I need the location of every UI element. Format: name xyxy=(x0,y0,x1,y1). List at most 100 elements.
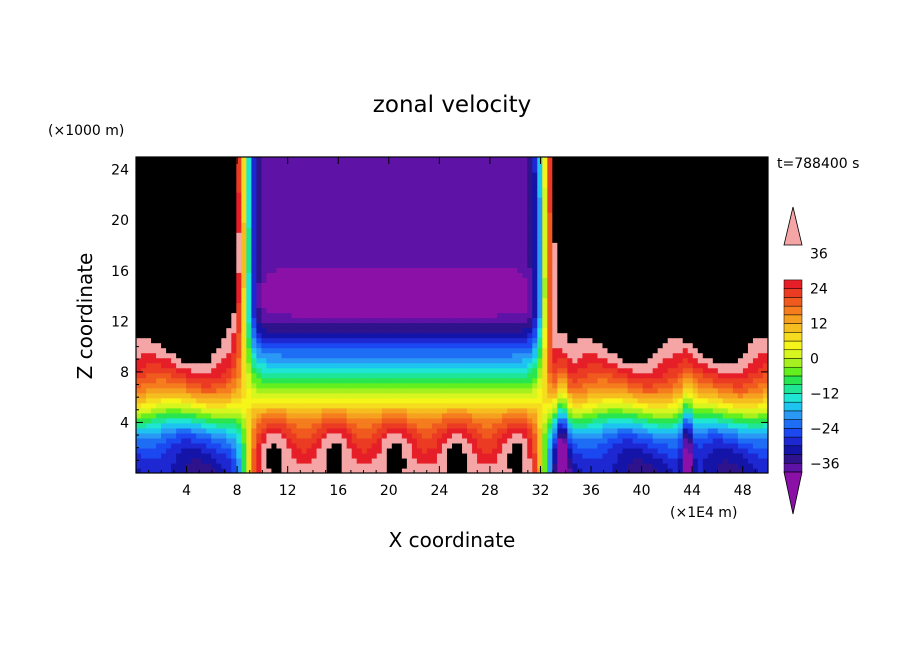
field-cell xyxy=(206,307,212,314)
field-cell xyxy=(762,322,768,329)
field-cell xyxy=(637,452,644,459)
field-cell xyxy=(431,437,438,444)
field-cell xyxy=(492,332,498,339)
field-cell xyxy=(532,277,538,283)
field-cell xyxy=(647,462,654,469)
field-cell xyxy=(622,392,629,399)
field-cell xyxy=(356,452,363,459)
field-cell xyxy=(742,367,749,374)
field-cell xyxy=(291,377,298,384)
field-cell xyxy=(762,382,768,389)
field-cell xyxy=(281,317,288,324)
field-cell xyxy=(196,382,202,389)
field-cell xyxy=(251,332,257,339)
field-cell xyxy=(181,422,187,429)
field-cell xyxy=(381,347,388,354)
field-cell xyxy=(311,457,318,464)
field-cell xyxy=(251,432,257,439)
field-cell xyxy=(627,282,634,289)
field-cell xyxy=(577,452,584,459)
field-cell xyxy=(457,457,463,464)
field-cell xyxy=(487,362,493,369)
field-cell xyxy=(717,447,724,454)
field-cell xyxy=(416,332,423,339)
field-cell xyxy=(587,467,594,473)
field-cell xyxy=(587,447,594,454)
field-cell xyxy=(136,282,142,289)
field-cell xyxy=(221,422,227,429)
field-cell xyxy=(301,362,308,369)
field-cell xyxy=(211,312,217,319)
field-cell xyxy=(336,382,343,389)
field-cell xyxy=(291,447,298,454)
field-cell xyxy=(492,467,498,473)
field-cell xyxy=(381,392,388,399)
field-cell xyxy=(657,372,664,379)
field-cell xyxy=(361,467,368,473)
field-cell xyxy=(411,317,418,324)
field-cell xyxy=(346,462,353,469)
field-cell xyxy=(727,457,734,464)
field-cell xyxy=(196,277,202,283)
field-cell xyxy=(361,317,368,324)
field-cell xyxy=(216,432,222,439)
field-cell xyxy=(176,412,182,419)
field-cell xyxy=(146,442,152,449)
field-cell xyxy=(286,402,293,409)
field-cell xyxy=(436,452,443,459)
field-cell xyxy=(627,422,634,429)
field-cell xyxy=(411,377,418,384)
field-cell xyxy=(206,317,212,324)
field-cell xyxy=(552,407,558,414)
field-cell xyxy=(316,307,323,314)
field-cell xyxy=(146,287,152,294)
field-cell xyxy=(737,367,744,374)
field-cell xyxy=(181,312,187,319)
field-cell xyxy=(532,342,538,349)
field-cell xyxy=(632,422,639,429)
field-cell xyxy=(652,362,659,369)
field-cell xyxy=(562,392,568,399)
field-cell xyxy=(411,357,418,364)
field-cell xyxy=(291,452,298,459)
field-cell xyxy=(567,282,573,289)
field-cell xyxy=(512,302,518,309)
field-cell xyxy=(181,307,187,314)
field-cell xyxy=(336,312,343,319)
field-cell xyxy=(472,447,478,454)
field-cell xyxy=(256,442,262,449)
field-cell xyxy=(236,412,242,419)
field-cell xyxy=(547,347,553,354)
field-cell xyxy=(602,337,609,344)
field-cell xyxy=(351,437,358,444)
field-cell xyxy=(457,392,463,399)
field-cell xyxy=(657,337,664,344)
field-cell xyxy=(406,427,413,434)
field-cell xyxy=(241,457,247,464)
field-cell xyxy=(562,317,568,324)
field-cell xyxy=(181,337,187,344)
field-cell xyxy=(747,367,754,374)
field-cell xyxy=(642,447,649,454)
field-cell xyxy=(236,452,242,459)
field-cell xyxy=(436,322,443,329)
field-cell xyxy=(627,317,634,324)
field-cell xyxy=(191,317,197,324)
field-cell xyxy=(527,352,533,359)
field-cell xyxy=(206,312,212,319)
field-cell xyxy=(532,287,538,294)
field-cell xyxy=(647,372,654,379)
field-cell xyxy=(151,352,157,359)
field-cell xyxy=(497,427,503,434)
field-cell xyxy=(652,447,659,454)
field-cell xyxy=(757,402,764,409)
field-cell xyxy=(502,417,508,424)
field-cell xyxy=(592,277,599,283)
field-cell xyxy=(522,332,528,339)
field-cell xyxy=(557,432,563,439)
field-cell xyxy=(657,467,664,473)
field-cell xyxy=(386,397,393,404)
field-cell xyxy=(171,372,177,379)
field-cell xyxy=(652,327,659,334)
field-cell xyxy=(321,307,328,314)
